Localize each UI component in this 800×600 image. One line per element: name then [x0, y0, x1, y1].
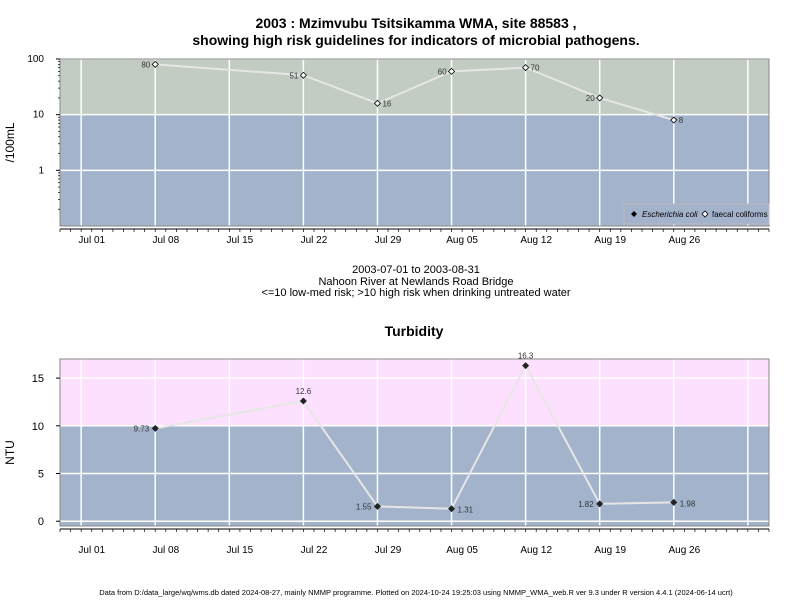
data-label: 9.73 [134, 424, 150, 433]
data-point [299, 71, 307, 79]
x-tick-label: Jul 15 [227, 235, 254, 246]
date-range: 2003-07-01 to 2003-08-31 [352, 264, 480, 276]
plot-frame [59, 58, 770, 227]
x-tick-label: Jul 29 [375, 235, 402, 246]
x-tick-label: Jul 01 [78, 545, 105, 556]
site-name: Nahoon River at Newlands Road Bridge [318, 276, 514, 288]
x-tick-label: Aug 19 [594, 235, 626, 246]
data-point [151, 60, 159, 68]
data-point [670, 498, 678, 506]
y-axis-label: /100mL [3, 122, 17, 162]
data-point [448, 505, 456, 513]
y-tick-label: 0 [38, 516, 44, 528]
data-label: 1.55 [356, 502, 372, 511]
data-label: 8 [679, 116, 684, 125]
x-tick-label: Aug 19 [594, 545, 626, 556]
data-point [596, 94, 604, 102]
data-label: 60 [438, 67, 447, 76]
y-tick-label: 100 [27, 54, 44, 65]
data-label: 16 [382, 99, 391, 108]
data-label: 1.31 [458, 506, 474, 515]
data-label: 1.82 [578, 500, 594, 509]
data-point [522, 64, 530, 72]
high-risk-band [60, 359, 769, 426]
chart-title-line2: showing high risk guidelines for indicat… [192, 32, 640, 48]
data-point [522, 362, 530, 370]
legend-box [623, 203, 770, 225]
data-label: 16.3 [518, 352, 534, 361]
data-point [373, 502, 381, 510]
x-tick-label: Jul 08 [152, 545, 179, 556]
data-point [670, 116, 678, 124]
y-axis-label: NTU [3, 440, 17, 465]
y-tick-label: 15 [32, 373, 44, 385]
turbidity-title: Turbidity [384, 323, 444, 339]
x-tick-label: Aug 26 [668, 545, 700, 556]
x-tick-label: Jul 08 [152, 235, 179, 246]
y-tick-label: 5 [38, 469, 44, 481]
data-point [299, 397, 307, 405]
x-tick-label: Jul 15 [227, 545, 254, 556]
footer-note: Data from D:/data_large/wq/wms.db dated … [99, 588, 733, 597]
data-point [151, 424, 159, 432]
plot-frame [59, 358, 770, 527]
legend-entry-ecoli: Escherichia coli [642, 210, 698, 219]
y-tick-label: 10 [32, 421, 44, 433]
data-label: 12.6 [296, 387, 312, 396]
data-point [447, 67, 456, 75]
data-point [373, 99, 382, 107]
x-tick-label: Aug 12 [520, 235, 552, 246]
x-tick-label: Jul 29 [375, 545, 402, 556]
data-label: 51 [289, 71, 298, 80]
legend-marker-faecal [701, 210, 709, 218]
data-label: 70 [531, 64, 540, 73]
x-tick-label: Jul 22 [301, 545, 328, 556]
data-label: 1.98 [680, 499, 696, 508]
microbial-chart: 100 10 1/100mL Jul 01 Jul 08 Jul 15 Jul 22 Jul … [3, 54, 770, 246]
legend-entry-faecal: faecal coliforms [712, 210, 768, 219]
legend-marker-ecoli [631, 211, 637, 217]
data-label: 80 [141, 60, 150, 69]
x-tick-label: Jul 01 [78, 235, 105, 246]
x-tick-label: Aug 05 [446, 545, 478, 556]
x-tick-label: Aug 26 [668, 235, 700, 246]
y-tick-label: 10 [33, 110, 45, 121]
data-label: 20 [586, 94, 595, 103]
x-tick-label: Jul 22 [301, 235, 328, 246]
data-point [596, 500, 604, 508]
risk-note: <=10 low-med risk; >10 high risk when dr… [261, 287, 571, 299]
x-tick-label: Aug 05 [446, 235, 478, 246]
y-tick-label: 1 [38, 165, 44, 176]
x-tick-label: Aug 12 [520, 545, 552, 556]
low-risk-band [60, 425, 769, 526]
turbidity-chart: 0 5 10 15 NTU Jul 01 Jul 08 Jul 15 Jul 22 Jul 29 A… [3, 352, 770, 556]
chart-title-line1: 2003 : Mzimvubu Tsitsikamma WMA, site 88… [255, 15, 577, 31]
